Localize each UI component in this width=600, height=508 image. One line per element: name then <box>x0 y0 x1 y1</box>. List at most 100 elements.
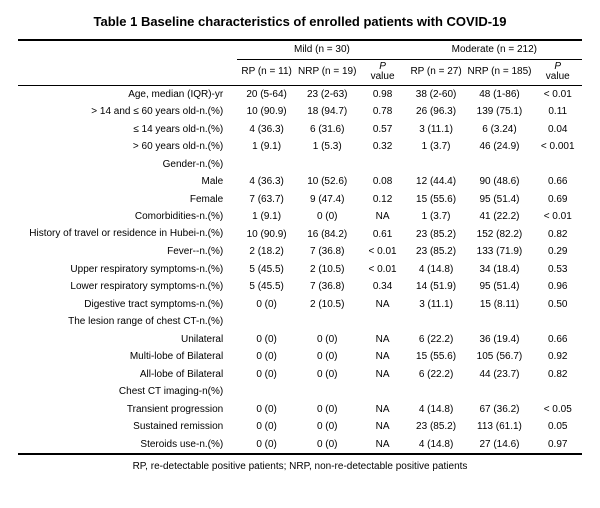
row-label: Upper respiratory symptoms-n.(%) <box>18 261 237 279</box>
cell-mod-rp: 1 (3.7) <box>407 208 466 226</box>
cell-mod-rp: 38 (2-60) <box>407 85 466 103</box>
cell-mild-rp <box>237 156 296 174</box>
subheader-mild-p: P value <box>358 59 406 85</box>
cell-mod-p <box>533 313 582 331</box>
cell-mild-nrp: 23 (2-63) <box>296 85 358 103</box>
cell-mod-nrp: 36 (19.4) <box>465 331 533 349</box>
cell-mild-p: NA <box>358 418 406 436</box>
subheader-mild-rp: RP (n = 11) <box>237 59 296 85</box>
cell-mod-p: 0.05 <box>533 418 582 436</box>
cell-mild-rp: 0 (0) <box>237 418 296 436</box>
cell-mod-rp: 26 (96.3) <box>407 103 466 121</box>
cell-mild-nrp: 9 (47.4) <box>296 191 358 209</box>
row-label: History of travel or residence in Hubei-… <box>18 226 237 244</box>
cell-mod-p: 0.82 <box>533 226 582 244</box>
table-row: Unilateral0 (0)0 (0)NA6 (22.2)36 (19.4)0… <box>18 331 582 349</box>
table-row: > 60 years old-n.(%)1 (9.1)1 (5.3)0.321 … <box>18 138 582 156</box>
cell-mild-rp: 0 (0) <box>237 296 296 314</box>
cell-mod-p: < 0.01 <box>533 85 582 103</box>
cell-mod-rp: 23 (85.2) <box>407 243 466 261</box>
cell-mod-nrp: 133 (71.9) <box>465 243 533 261</box>
row-label: Female <box>18 191 237 209</box>
cell-mod-nrp: 105 (56.7) <box>465 348 533 366</box>
subheader-mod-nrp: NRP (n = 185) <box>465 59 533 85</box>
cell-mild-rp: 2 (18.2) <box>237 243 296 261</box>
row-label: Male <box>18 173 237 191</box>
table-row: Age, median (IQR)-yr20 (5-64)23 (2-63)0.… <box>18 85 582 103</box>
cell-mild-p: NA <box>358 296 406 314</box>
table-row: Comorbidities-n.(%)1 (9.1)0 (0)NA1 (3.7)… <box>18 208 582 226</box>
cell-mild-p: < 0.01 <box>358 261 406 279</box>
cell-mod-p: < 0.001 <box>533 138 582 156</box>
cell-mild-rp: 1 (9.1) <box>237 138 296 156</box>
row-label: Fever--n.(%) <box>18 243 237 261</box>
table-row: Sustained remission0 (0)0 (0)NA23 (85.2)… <box>18 418 582 436</box>
cell-mild-nrp: 0 (0) <box>296 331 358 349</box>
cell-mild-p: 0.34 <box>358 278 406 296</box>
cell-mild-rp <box>237 383 296 401</box>
cell-mod-p: 0.69 <box>533 191 582 209</box>
cell-mod-rp: 15 (55.6) <box>407 191 466 209</box>
row-label: Digestive tract symptoms-n.(%) <box>18 296 237 314</box>
cell-mild-rp <box>237 313 296 331</box>
row-label: Gender-n.(%) <box>18 156 237 174</box>
cell-mod-nrp: 95 (51.4) <box>465 278 533 296</box>
cell-mild-p: 0.12 <box>358 191 406 209</box>
subheader-mild-nrp: NRP (n = 19) <box>296 59 358 85</box>
cell-mod-nrp: 44 (23.7) <box>465 366 533 384</box>
cell-mild-p: 0.61 <box>358 226 406 244</box>
cell-mod-nrp <box>465 156 533 174</box>
cell-mild-rp: 4 (36.3) <box>237 121 296 139</box>
cell-mild-p: NA <box>358 208 406 226</box>
cell-mod-rp <box>407 383 466 401</box>
cell-mild-nrp: 6 (31.6) <box>296 121 358 139</box>
cell-mild-rp: 7 (63.7) <box>237 191 296 209</box>
table-row: All-lobe of Bilateral0 (0)0 (0)NA6 (22.2… <box>18 366 582 384</box>
cell-mild-nrp <box>296 313 358 331</box>
cell-mod-nrp: 48 (1-86) <box>465 85 533 103</box>
table-row: The lesion range of chest CT-n.(%) <box>18 313 582 331</box>
table-row: Multi-lobe of Bilateral0 (0)0 (0)NA15 (5… <box>18 348 582 366</box>
cell-mod-p: 0.29 <box>533 243 582 261</box>
cell-mild-p <box>358 313 406 331</box>
row-label: Age, median (IQR)-yr <box>18 85 237 103</box>
cell-mod-rp: 23 (85.2) <box>407 418 466 436</box>
cell-mod-nrp: 15 (8.11) <box>465 296 533 314</box>
cell-mild-rp: 10 (90.9) <box>237 103 296 121</box>
cell-mild-rp: 0 (0) <box>237 401 296 419</box>
cell-mod-nrp: 139 (75.1) <box>465 103 533 121</box>
cell-mild-nrp: 7 (36.8) <box>296 243 358 261</box>
row-label: The lesion range of chest CT-n.(%) <box>18 313 237 331</box>
table-row: History of travel or residence in Hubei-… <box>18 226 582 244</box>
table-row: Digestive tract symptoms-n.(%)0 (0)2 (10… <box>18 296 582 314</box>
cell-mild-p: 0.57 <box>358 121 406 139</box>
cell-mod-rp: 3 (11.1) <box>407 121 466 139</box>
cell-mild-nrp: 16 (84.2) <box>296 226 358 244</box>
cell-mod-nrp: 95 (51.4) <box>465 191 533 209</box>
cell-mild-p: NA <box>358 401 406 419</box>
subheader-empty <box>18 59 237 85</box>
table-row: Female7 (63.7)9 (47.4)0.1215 (55.6)95 (5… <box>18 191 582 209</box>
cell-mod-nrp <box>465 313 533 331</box>
cell-mild-nrp: 2 (10.5) <box>296 261 358 279</box>
cell-mod-rp: 4 (14.8) <box>407 436 466 455</box>
cell-mod-rp: 6 (22.2) <box>407 331 466 349</box>
cell-mod-p: 0.82 <box>533 366 582 384</box>
cell-mild-p: NA <box>358 348 406 366</box>
cell-mod-p: 0.11 <box>533 103 582 121</box>
row-label: Steroids use-n.(%) <box>18 436 237 455</box>
cell-mod-rp: 4 (14.8) <box>407 261 466 279</box>
cell-mod-p: 0.96 <box>533 278 582 296</box>
cell-mod-p: < 0.05 <box>533 401 582 419</box>
subheader-mod-rp: RP (n = 27) <box>407 59 466 85</box>
row-label: Sustained remission <box>18 418 237 436</box>
cell-mod-nrp: 113 (61.1) <box>465 418 533 436</box>
table-title: Table 1 Baseline characteristics of enro… <box>18 14 582 29</box>
cell-mild-rp: 5 (45.5) <box>237 261 296 279</box>
cell-mod-p: 0.97 <box>533 436 582 455</box>
header-moderate: Moderate (n = 212) <box>407 40 582 59</box>
cell-mild-rp: 20 (5-64) <box>237 85 296 103</box>
cell-mild-nrp: 1 (5.3) <box>296 138 358 156</box>
cell-mod-p <box>533 383 582 401</box>
table-row: ≤ 14 years old-n.(%)4 (36.3)6 (31.6)0.57… <box>18 121 582 139</box>
